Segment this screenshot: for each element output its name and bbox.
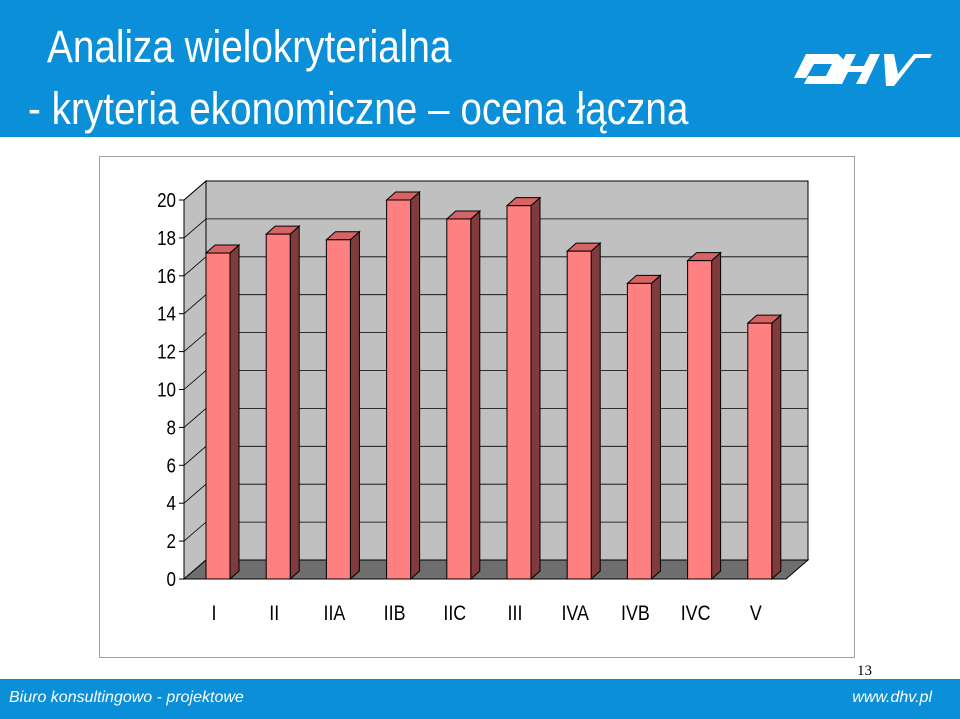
bar-IVC [687, 260, 713, 580]
y-tick-label: 20 [157, 189, 176, 212]
x-tick-label: I [212, 602, 217, 626]
x-tick-label: IIC [443, 602, 466, 626]
gridline [183, 218, 808, 239]
y-tick-label: 12 [157, 340, 176, 363]
x-tick-label: IIA [323, 602, 345, 626]
bar-side [711, 251, 722, 581]
footer-band [0, 679, 960, 719]
y-tick-label: 16 [157, 264, 176, 287]
bar-side [590, 242, 601, 581]
slide-title-line2: - kryteria ekonomiczne – ocena łączna [28, 83, 689, 134]
slide-title-line1: Analiza wielokryterialna [47, 21, 452, 72]
y-tick-label: 14 [157, 302, 176, 325]
footer-company: Biuro konsultingowo - projektowe [9, 689, 244, 706]
page-number: 13 [857, 663, 872, 679]
x-tick-label: V [750, 602, 762, 626]
bar-II [265, 233, 291, 580]
bar-side [229, 243, 240, 581]
bar-side [771, 314, 782, 581]
bar-side [530, 196, 541, 581]
bar-V [747, 322, 773, 580]
x-tick-label: III [508, 602, 523, 626]
y-tick-label: 4 [167, 492, 176, 515]
footer-website: www.dhv.pl [852, 689, 932, 706]
y-tick-label: 18 [157, 227, 176, 250]
bar-IVA [566, 250, 592, 580]
bar-IIB [386, 199, 412, 580]
dhv-logo-icon [794, 54, 932, 86]
bar-IVB [626, 282, 652, 580]
x-tick-label: II [269, 602, 279, 626]
bar-III [506, 205, 532, 580]
bar-IIA [325, 239, 351, 580]
y-tick-label: 0 [167, 568, 176, 591]
x-tick-label: IVB [621, 602, 650, 626]
bar-side [289, 224, 300, 581]
bar-I [205, 252, 231, 580]
y-tick-label: 2 [167, 530, 176, 553]
y-tick-label: 6 [167, 454, 176, 477]
bar-side [470, 209, 481, 581]
bar-side [410, 190, 421, 581]
x-tick-label: IIB [384, 602, 406, 626]
bar-IIC [446, 218, 472, 580]
bar-side [349, 230, 360, 581]
bar-side [650, 274, 661, 581]
x-tick-label: IVC [681, 602, 711, 626]
y-tick-label: 8 [167, 416, 176, 439]
y-tick-label: 10 [157, 378, 176, 401]
x-tick-label: IVA [561, 602, 588, 626]
gridline [183, 180, 808, 201]
